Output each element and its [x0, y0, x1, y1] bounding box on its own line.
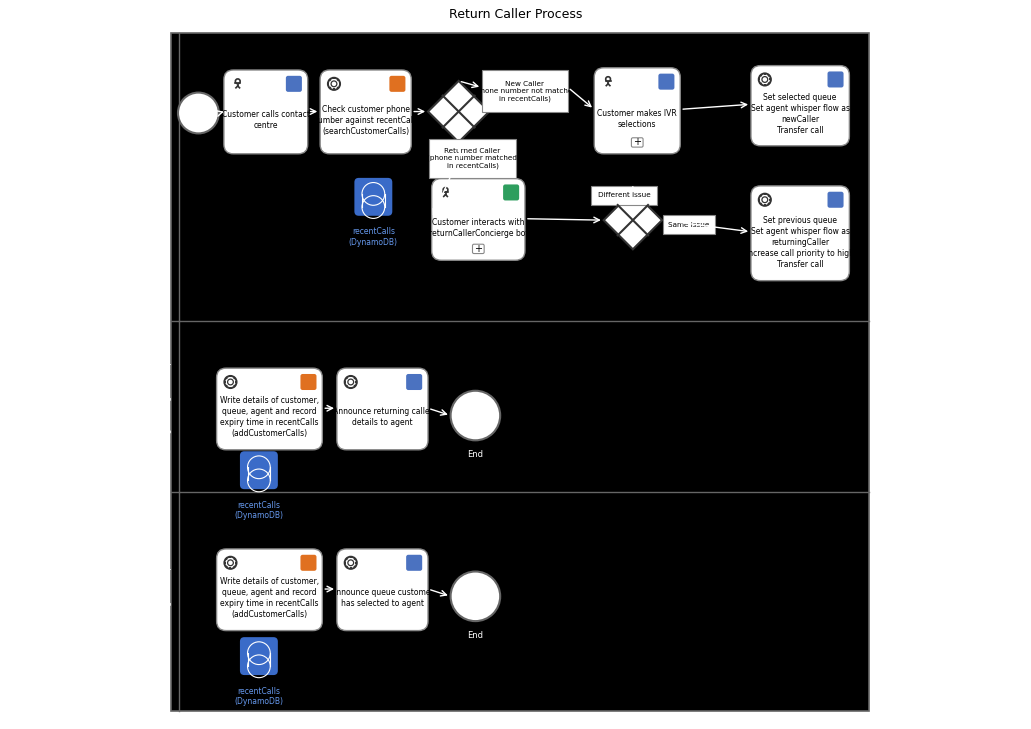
FancyBboxPatch shape: [240, 637, 277, 675]
Text: Announce returning caller
details to agent: Announce returning caller details to age…: [333, 407, 432, 427]
FancyBboxPatch shape: [430, 139, 516, 178]
Text: Customer interacts with
returnCallerConcierge bot: Customer interacts with returnCallerConc…: [429, 217, 528, 238]
FancyBboxPatch shape: [659, 74, 674, 90]
Text: Customer makes IVR
selections: Customer makes IVR selections: [597, 109, 677, 130]
FancyBboxPatch shape: [472, 244, 485, 254]
Text: recentCalls
(DynamoDB): recentCalls (DynamoDB): [234, 501, 284, 521]
Text: Return Caller Process: Return Caller Process: [448, 8, 583, 21]
Circle shape: [451, 391, 500, 440]
Text: Write details of customer,
queue, agent and record
expiry time in recentCalls
(a: Write details of customer, queue, agent …: [220, 396, 319, 438]
Text: returningCallerAgentWhisper: returningCallerAgentWhisper: [163, 351, 171, 462]
FancyBboxPatch shape: [481, 70, 568, 112]
Polygon shape: [604, 191, 662, 249]
Circle shape: [451, 572, 500, 621]
Text: End: End: [467, 631, 484, 639]
Text: End: End: [467, 450, 484, 459]
FancyBboxPatch shape: [337, 368, 428, 450]
FancyBboxPatch shape: [406, 555, 422, 571]
Text: +: +: [633, 138, 641, 147]
Circle shape: [228, 560, 233, 566]
Text: Announce queue customer
has selected to agent: Announce queue customer has selected to …: [331, 588, 434, 608]
Text: New Caller
(phone number not matched
in recentCalls): New Caller (phone number not matched in …: [473, 81, 577, 101]
FancyBboxPatch shape: [240, 451, 277, 489]
Text: Set selected queue
Set agent whisper flow as
newCaller
Transfer call: Set selected queue Set agent whisper flo…: [751, 93, 850, 135]
Text: Write details of customer,
queue, agent and record
expiry time in recentCalls
(a: Write details of customer, queue, agent …: [220, 577, 319, 619]
FancyBboxPatch shape: [663, 215, 716, 234]
FancyBboxPatch shape: [631, 138, 643, 147]
Text: Check customer phone
number against recentCalls
(searchCustomerCalls): Check customer phone number against rece…: [312, 105, 419, 136]
FancyBboxPatch shape: [300, 555, 317, 571]
Circle shape: [347, 379, 354, 385]
Circle shape: [762, 197, 768, 203]
FancyBboxPatch shape: [217, 549, 323, 631]
FancyBboxPatch shape: [390, 76, 405, 92]
Text: +: +: [474, 244, 483, 254]
FancyBboxPatch shape: [300, 374, 317, 390]
Text: Same issue: Same issue: [668, 222, 709, 227]
FancyBboxPatch shape: [828, 192, 843, 208]
Text: returnCallerFlow: returnCallerFlow: [163, 145, 171, 208]
FancyBboxPatch shape: [432, 179, 525, 260]
Text: recentCalls
(DynamoDB): recentCalls (DynamoDB): [234, 687, 284, 706]
FancyBboxPatch shape: [171, 33, 869, 711]
Text: Set previous queue
Set agent whisper flow as
returningCaller
Increase call prior: Set previous queue Set agent whisper flo…: [746, 216, 854, 270]
Text: Returned Caller
(phone number matched
in recentCalls): Returned Caller (phone number matched in…: [428, 148, 518, 168]
FancyBboxPatch shape: [406, 374, 422, 390]
FancyBboxPatch shape: [751, 186, 850, 281]
FancyBboxPatch shape: [286, 76, 302, 92]
FancyBboxPatch shape: [337, 549, 428, 631]
Circle shape: [178, 93, 219, 133]
FancyBboxPatch shape: [224, 70, 307, 154]
FancyBboxPatch shape: [828, 71, 843, 87]
Circle shape: [331, 81, 337, 87]
FancyBboxPatch shape: [217, 368, 323, 450]
Polygon shape: [428, 81, 490, 142]
Text: recentCalls
(DynamoDB): recentCalls (DynamoDB): [348, 227, 398, 247]
FancyBboxPatch shape: [751, 66, 850, 146]
Circle shape: [228, 379, 233, 385]
FancyBboxPatch shape: [594, 68, 680, 154]
Circle shape: [762, 77, 768, 82]
Text: Different issue: Different issue: [598, 192, 651, 198]
FancyBboxPatch shape: [592, 186, 657, 205]
Text: newCallerAgentWhisper: newCallerAgentWhisper: [163, 555, 171, 647]
Text: Customer calls contact
centre: Customer calls contact centre: [222, 110, 310, 130]
FancyBboxPatch shape: [321, 70, 411, 154]
Circle shape: [347, 560, 354, 566]
FancyBboxPatch shape: [355, 178, 393, 216]
FancyBboxPatch shape: [503, 184, 520, 200]
